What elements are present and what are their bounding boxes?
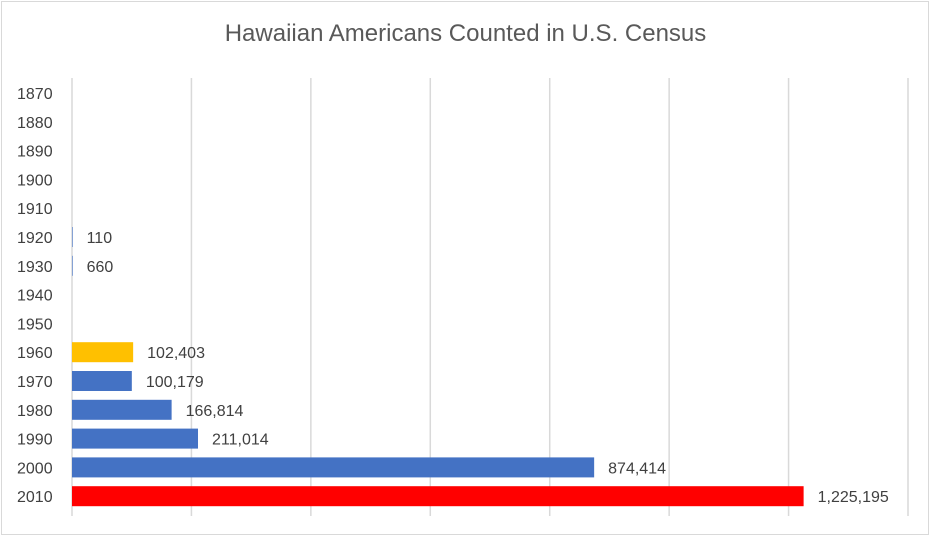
data-label: 166,814 bbox=[186, 403, 244, 420]
bar bbox=[72, 255, 73, 276]
bar bbox=[72, 486, 804, 507]
bar bbox=[72, 227, 73, 247]
bar bbox=[72, 457, 595, 478]
category-label: 2010 bbox=[17, 489, 53, 506]
category-label: 1930 bbox=[17, 259, 53, 276]
data-label: 874,414 bbox=[608, 460, 666, 477]
category-label: 1920 bbox=[17, 230, 53, 247]
category-label: 1940 bbox=[17, 288, 53, 305]
category-label: 1990 bbox=[17, 432, 53, 449]
category-label: 1980 bbox=[17, 403, 53, 420]
category-label: 1970 bbox=[17, 374, 53, 391]
data-label: 100,179 bbox=[146, 374, 204, 391]
data-label: 110 bbox=[87, 230, 113, 247]
bar bbox=[72, 371, 132, 391]
chart-title: Hawaiian Americans Counted in U.S. Censu… bbox=[224, 20, 707, 47]
category-label: 2000 bbox=[17, 460, 53, 477]
category-label: 1870 bbox=[17, 86, 53, 103]
data-label: 102,403 bbox=[147, 345, 205, 362]
category-label: 1910 bbox=[17, 201, 53, 218]
data-label: 1,225,195 bbox=[818, 489, 889, 506]
data-label: 660 bbox=[87, 259, 114, 276]
bar bbox=[72, 342, 134, 363]
bar bbox=[72, 428, 199, 449]
bar bbox=[72, 399, 172, 420]
category-label: 1950 bbox=[17, 316, 53, 333]
category-label: 1960 bbox=[17, 345, 53, 362]
category-label: 1880 bbox=[17, 115, 53, 132]
data-label: 211,014 bbox=[212, 432, 269, 449]
category-label: 1890 bbox=[17, 144, 53, 161]
category-label: 1900 bbox=[17, 172, 53, 189]
